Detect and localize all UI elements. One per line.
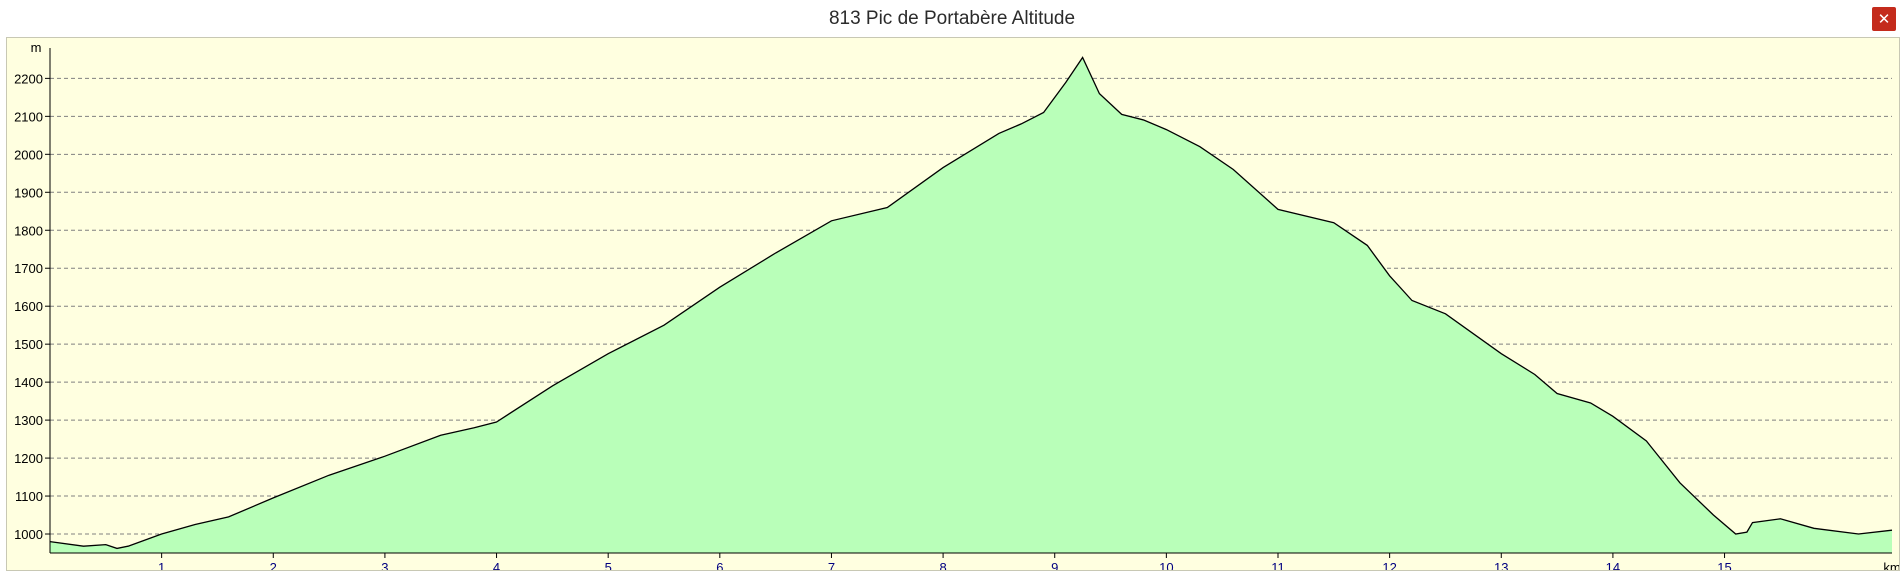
y-tick-label: 1900 [14,185,43,200]
y-tick-label: 2100 [14,109,43,124]
x-tick-label: 9 [1051,560,1058,570]
axes [49,48,1892,554]
x-tick-label: 8 [939,560,946,570]
y-tick-label: 1000 [14,527,43,542]
y-tick-label: 1400 [14,375,43,390]
title-bar: 813 Pic de Portabère Altitude ✕ [0,0,1904,38]
x-tick-label: 3 [381,560,388,570]
x-tick-label: 13 [1494,560,1508,570]
y-tick-label: 1100 [15,489,43,504]
x-tick-label: 10 [1159,560,1173,570]
x-axis-ticks: 1 2 3 4 5 6 7 8 9 10 11 12 13 14 15 [158,553,1732,570]
chart-area: 1000 1100 1200 1300 1400 1500 1600 1700 1800 1900… [6,37,1900,571]
y-tick-label: 2000 [14,147,43,162]
altitude-chart: 1000 1100 1200 1300 1400 1500 1600 1700 1800 1900… [14,40,1899,570]
y-tick-label: 2200 [14,71,43,86]
y-tick-label: 1700 [14,261,43,276]
close-icon: ✕ [1877,9,1891,28]
y-tick-label: 1500 [14,337,43,352]
series-group [49,56,1893,553]
x-tick-label: 15 [1717,560,1731,570]
altitude-line [49,56,1893,550]
y-tick-label: 1200 [14,451,43,466]
y-tick-label: 1600 [14,299,43,314]
x-tick-label: 2 [270,560,277,570]
x-tick-label: 4 [493,560,500,570]
y-tick-label: 1300 [14,413,43,428]
window-title: 813 Pic de Portabère Altitude [828,8,1076,29]
x-tick-label: 14 [1606,560,1620,570]
close-button[interactable]: ✕ [1872,7,1896,31]
x-tick-label: 6 [716,560,723,570]
x-tick-label: 12 [1382,560,1396,570]
y-axis-ticks: 1000 1100 1200 1300 1400 1500 1600 1700 1800 1900… [14,71,50,542]
y-tick-label: 1800 [14,223,43,238]
x-axis-unit-label: km [1883,560,1899,570]
x-tick-label: 5 [605,560,612,570]
altitude-area [50,57,1892,553]
x-tick-label: 1 [158,560,165,570]
x-tick-label: 7 [828,560,835,570]
x-tick-label: 11 [1271,560,1285,570]
y-axis-unit-label: m [31,40,42,55]
